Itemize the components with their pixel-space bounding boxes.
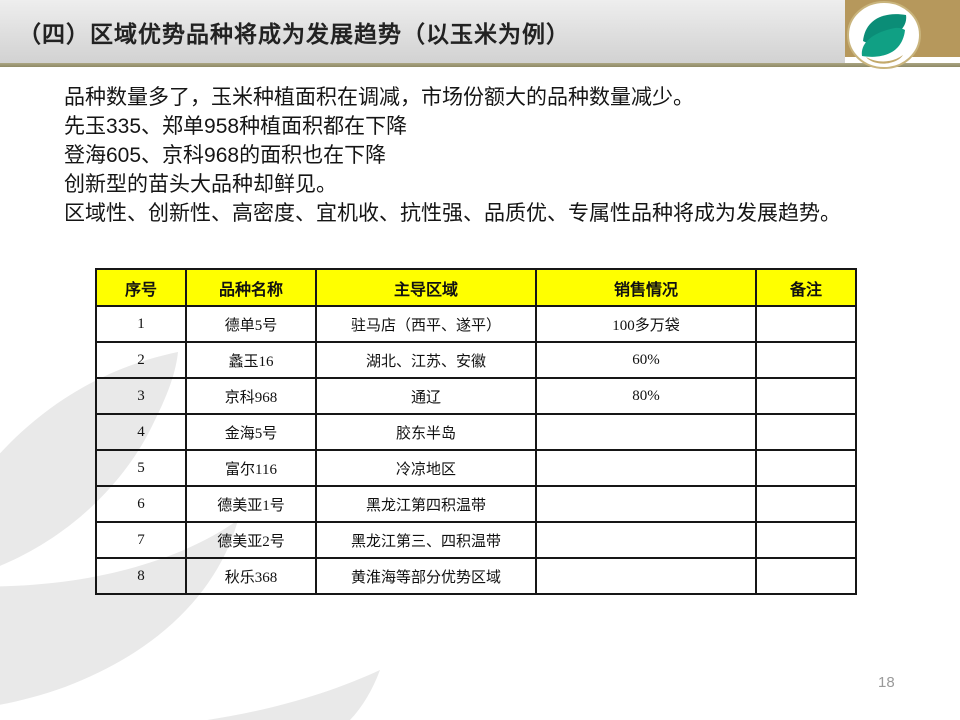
table-cell: [535, 557, 757, 595]
table-cell: 2: [95, 341, 187, 379]
table-header-cell: 品种名称: [185, 268, 317, 307]
table-cell: [535, 413, 757, 451]
table-cell: [755, 377, 857, 415]
table-header-row: 序号 品种名称 主导区域 销售情况 备注: [95, 268, 857, 307]
table-cell: [755, 485, 857, 523]
slide-title: （四）区域优势品种将成为发展趋势（以玉米为例）: [18, 20, 570, 47]
table-cell: 8: [95, 557, 187, 595]
table-cell: 德美亚1号: [185, 485, 317, 523]
table-cell: 黑龙江第四积温带: [315, 485, 537, 523]
table-header-cell: 销售情况: [535, 268, 757, 307]
table-cell: 冷凉地区: [315, 449, 537, 487]
table-row: 2 蠡玉16 湖北、江苏、安徽 60%: [95, 341, 857, 379]
table-cell: 100多万袋: [535, 305, 757, 343]
table-header-cell: 序号: [95, 268, 187, 307]
table-row: 7 德美亚2号 黑龙江第三、四积温带: [95, 521, 857, 559]
body-text: 品种数量多了，玉米种植面积在调减，市场份额大的品种数量减少。 先玉335、郑单9…: [64, 83, 896, 228]
table-cell: [755, 341, 857, 379]
table-cell: 6: [95, 485, 187, 523]
table-cell: 黄淮海等部分优势区域: [315, 557, 537, 595]
body-paragraph: 品种数量多了，玉米种植面积在调减，市场份额大的品种数量减少。: [64, 86, 694, 109]
body-paragraph: 创新型的苗头大品种却鲜见。: [64, 173, 337, 196]
table-cell: 德单5号: [185, 305, 317, 343]
table-cell: 富尔116: [185, 449, 317, 487]
body-paragraph: 区域性、创新性、高密度、宜机收、抗性强、品质优、专属性品种将成为发展趋势。: [64, 202, 841, 225]
table-cell: 湖北、江苏、安徽: [315, 341, 537, 379]
table-row: 8 秋乐368 黄淮海等部分优势区域: [95, 557, 857, 595]
table-cell: [755, 521, 857, 559]
table-cell: 驻马店（西平、遂平）: [315, 305, 537, 343]
table-cell: [755, 305, 857, 343]
table-cell: [535, 521, 757, 559]
table-cell: 80%: [535, 377, 757, 415]
table-cell: 秋乐368: [185, 557, 317, 595]
body-paragraph: 登海605、京科968的面积也在下降: [64, 144, 387, 167]
table-cell: 黑龙江第三、四积温带: [315, 521, 537, 559]
table-cell: 1: [95, 305, 187, 343]
table-cell: 京科968: [185, 377, 317, 415]
table-row: 6 德美亚1号 黑龙江第四积温带: [95, 485, 857, 523]
table-cell: 德美亚2号: [185, 521, 317, 559]
table-cell: 7: [95, 521, 187, 559]
table-row: 3 京科968 通辽 80%: [95, 377, 857, 415]
accent-divider: [0, 63, 960, 67]
header-band: [0, 0, 845, 63]
table-cell: 3: [95, 377, 187, 415]
table-cell: 5: [95, 449, 187, 487]
table-cell: [755, 413, 857, 451]
body-paragraph: 先玉335、郑单958种植面积都在下降: [64, 115, 408, 138]
table-cell: 胶东半岛: [315, 413, 537, 451]
table-cell: [535, 485, 757, 523]
table-cell: 蠡玉16: [185, 341, 317, 379]
table-cell: 金海5号: [185, 413, 317, 451]
table-header-cell: 主导区域: [315, 268, 537, 307]
page-number: 18: [878, 674, 895, 691]
table-cell: 通辽: [315, 377, 537, 415]
table-cell: 60%: [535, 341, 757, 379]
table-cell: [535, 449, 757, 487]
table-row: 1 德单5号 驻马店（西平、遂平） 100多万袋: [95, 305, 857, 343]
brand-leaf-logo-icon: [847, 1, 921, 69]
table-header-cell: 备注: [755, 268, 857, 307]
table-row: 5 富尔116 冷凉地区: [95, 449, 857, 487]
varieties-table: 序号 品种名称 主导区域 销售情况 备注 1 德单5号 驻马店（西平、遂平） 1…: [95, 268, 857, 595]
table-row: 4 金海5号 胶东半岛: [95, 413, 857, 451]
table-cell: [755, 557, 857, 595]
table-cell: 4: [95, 413, 187, 451]
table-cell: [755, 449, 857, 487]
